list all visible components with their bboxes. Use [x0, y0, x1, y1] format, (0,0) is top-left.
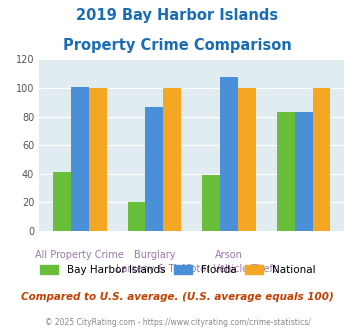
Text: Property Crime Comparison: Property Crime Comparison — [63, 38, 292, 53]
Bar — [146, 107, 163, 231]
Text: © 2025 CityRating.com - https://www.cityrating.com/crime-statistics/: © 2025 CityRating.com - https://www.city… — [45, 318, 310, 327]
Bar — [127, 202, 146, 231]
Bar — [238, 88, 256, 231]
Bar — [202, 175, 220, 231]
Bar — [295, 112, 312, 231]
Text: Burglary: Burglary — [133, 250, 175, 260]
Text: Compared to U.S. average. (U.S. average equals 100): Compared to U.S. average. (U.S. average … — [21, 292, 334, 302]
Bar — [53, 172, 71, 231]
Text: Larceny & Theft: Larceny & Theft — [115, 264, 193, 274]
Bar — [163, 88, 181, 231]
Legend: Bay Harbor Islands, Florida, National: Bay Harbor Islands, Florida, National — [36, 261, 320, 280]
Text: Arson: Arson — [215, 250, 243, 260]
Bar — [277, 112, 295, 231]
Bar — [312, 88, 331, 231]
Text: All Property Crime: All Property Crime — [36, 250, 124, 260]
Bar — [220, 77, 238, 231]
Text: Motor Vehicle Theft: Motor Vehicle Theft — [182, 264, 276, 274]
Bar — [71, 86, 89, 231]
Bar — [89, 88, 106, 231]
Text: 2019 Bay Harbor Islands: 2019 Bay Harbor Islands — [76, 8, 279, 23]
